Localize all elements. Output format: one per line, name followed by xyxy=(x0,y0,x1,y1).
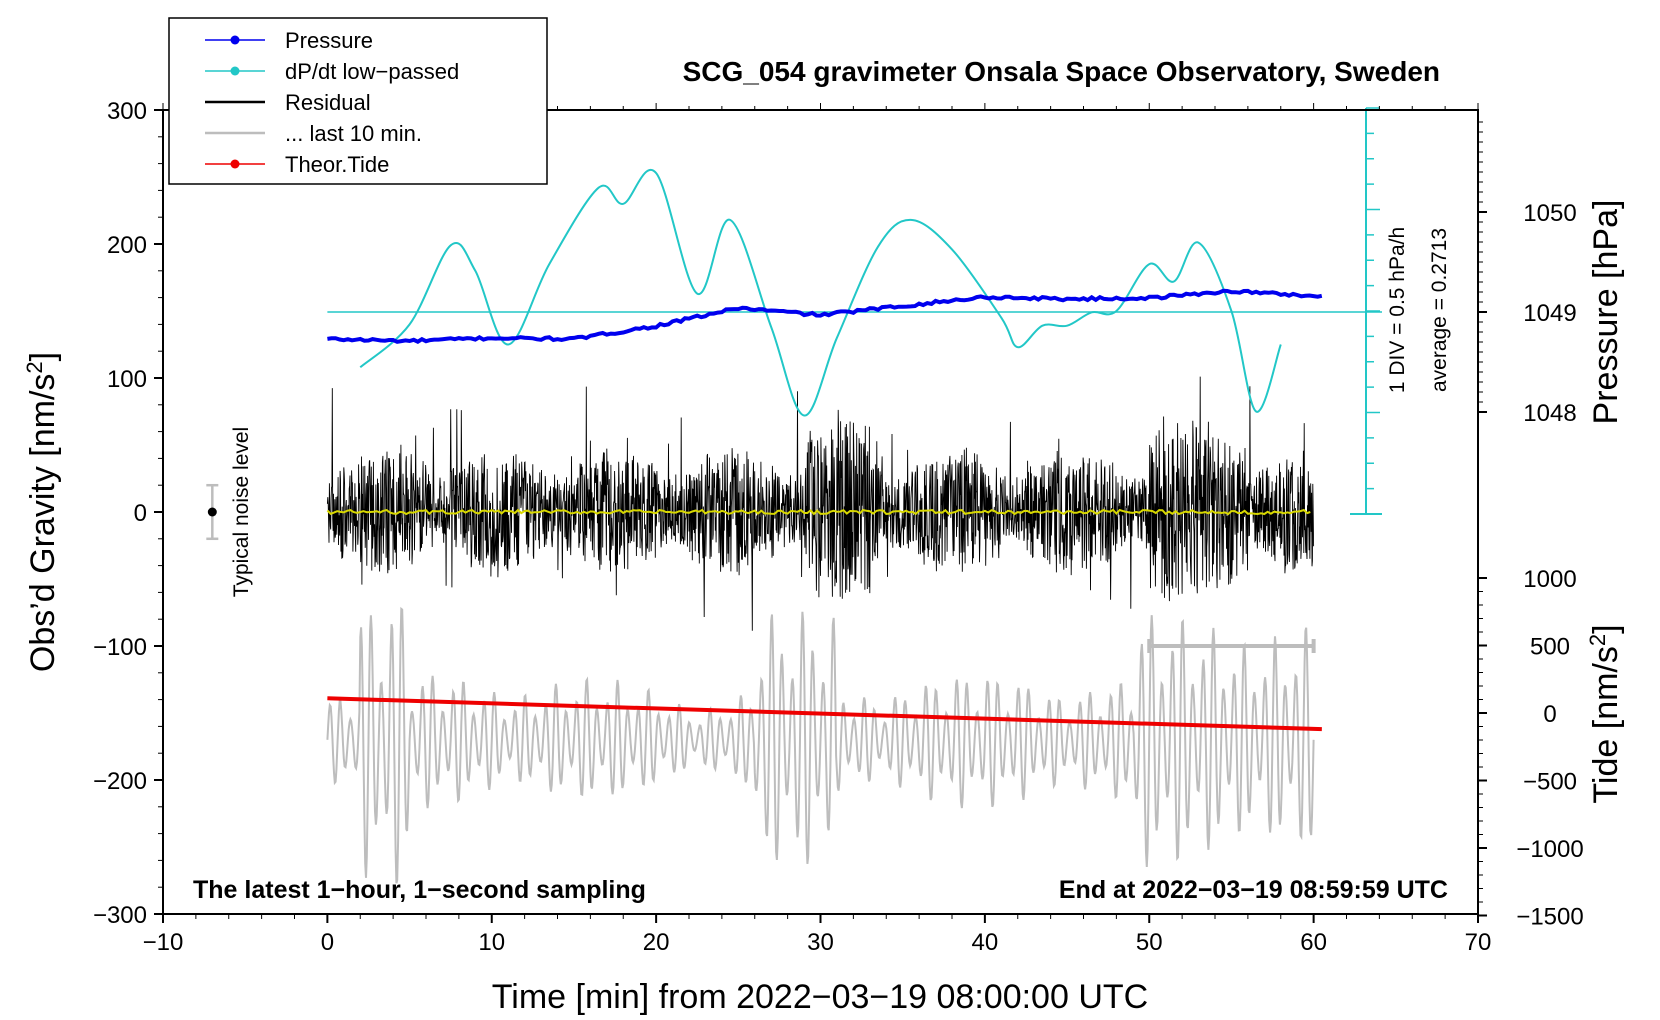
y-tick-label: −200 xyxy=(93,768,147,795)
last10-series-line xyxy=(326,606,1315,884)
dpdt-series-line xyxy=(359,169,1282,417)
x-tick-label: 50 xyxy=(1136,929,1163,956)
legend-label: Theor.Tide xyxy=(285,152,389,177)
y-tick-label: 300 xyxy=(107,98,147,125)
tide-tick-label: −1000 xyxy=(1516,836,1583,863)
pressure-series-line xyxy=(327,288,1323,344)
y-tick-label: 0 xyxy=(134,500,147,527)
x-tick-label: 70 xyxy=(1465,929,1492,956)
chart-title: SCG_054 gravimeter Onsala Space Observat… xyxy=(683,56,1440,87)
x-tick-label: 60 xyxy=(1300,929,1327,956)
legend: Pressure dP/dt low−passed Residual ... last… xyxy=(168,17,548,185)
legend-label: Residual xyxy=(285,90,371,115)
legend-item: ... last 10 min. xyxy=(205,121,422,146)
legend-label: ... last 10 min. xyxy=(285,121,422,146)
pressure-tick-label: 1050 xyxy=(1523,200,1576,227)
y-axis-label-left: Obs’d Gravity [nm/s2] xyxy=(22,352,63,672)
tide-tick-label: 0 xyxy=(1543,701,1556,728)
y-tick-label: −100 xyxy=(93,634,147,661)
residual-smoothed-line xyxy=(326,508,1311,516)
pressure-tick-label: 1048 xyxy=(1523,400,1576,427)
x-tick-label: 20 xyxy=(643,929,670,956)
x-tick-label: −10 xyxy=(143,929,184,956)
residual-series-line xyxy=(326,376,1315,631)
tide-series-line xyxy=(327,696,1322,732)
div-scale-label: 1 DIV = 0.5 hPa/h xyxy=(1386,227,1409,393)
x-tick-label: 40 xyxy=(972,929,999,956)
x-tick-label: 30 xyxy=(807,929,834,956)
legend-item: Theor.Tide xyxy=(205,152,389,177)
y-axis-label-tide: Tide [nm/s2] xyxy=(1585,624,1626,803)
legend-item: Pressure xyxy=(205,28,373,53)
legend-item: Residual xyxy=(205,90,371,115)
end-time-note: End at 2022−03−19 08:59:59 UTC xyxy=(1059,876,1448,904)
tide-tick-label: 1000 xyxy=(1523,566,1576,593)
tide-tick-label: −500 xyxy=(1523,769,1577,796)
x-tick-label: 0 xyxy=(321,929,334,956)
sampling-note: The latest 1−hour, 1−second sampling xyxy=(193,876,646,904)
x-axis-label: Time [min] from 2022−03−19 08:00:00 UTC xyxy=(492,978,1148,1016)
tide-tick-label: −1500 xyxy=(1516,904,1583,931)
legend-label: Pressure xyxy=(285,28,373,53)
tide-tick-label: 500 xyxy=(1530,634,1570,661)
legend-swatch-marker xyxy=(230,159,240,169)
average-label: average = 0.2713 xyxy=(1428,228,1451,392)
noise-level-dot xyxy=(207,507,217,517)
y-axis-label-pressure: Pressure [hPa] xyxy=(1587,200,1625,425)
y-tick-label: 200 xyxy=(107,232,147,259)
legend-item: dP/dt low−passed xyxy=(205,59,459,84)
pressure-tick-label: 1049 xyxy=(1523,300,1576,327)
legend-swatch-marker xyxy=(230,66,240,76)
y-tick-label: −300 xyxy=(93,902,147,929)
legend-label: dP/dt low−passed xyxy=(285,59,459,84)
y-tick-label: 100 xyxy=(107,366,147,393)
noise-level-label: Typical noise level xyxy=(230,427,253,597)
x-tick-label: 10 xyxy=(478,929,505,956)
legend-swatch-marker xyxy=(230,35,240,45)
